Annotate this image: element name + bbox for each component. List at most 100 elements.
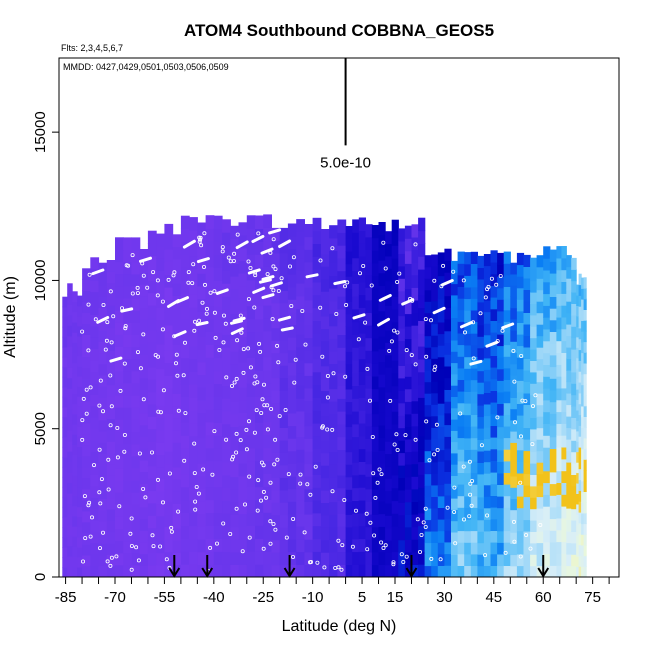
heatmap-cell [503,495,511,508]
heatmap-cell [523,519,531,532]
heatmap-cell [222,359,231,374]
heatmap-cell [82,510,91,523]
flight-sample-point [129,516,134,521]
flight-track-segment [258,278,272,284]
heatmap-cell [523,542,531,555]
heatmap-cell [510,464,518,477]
flight-sample-point [318,305,323,310]
flight-sample-point [483,295,488,300]
heatmap-cell [131,334,141,348]
heatmap-cell [312,474,322,488]
heatmap-cell [147,416,157,430]
heatmap-cell [378,475,386,489]
heatmap-cell [304,299,314,313]
heatmap-cell [444,401,452,414]
heatmap-cell [371,514,380,528]
heatmap-cell [378,348,386,363]
heatmap-cell [329,338,338,352]
flight-sample-point [246,346,251,351]
heatmap-cell [464,449,472,462]
heatmap-cell [287,425,297,439]
flight-sample-point [141,397,146,402]
flight-sample-point [403,433,408,438]
heatmap-cell [205,434,215,449]
flight-sample-point [220,245,225,250]
heatmap-cell [571,303,577,316]
heatmap-cell [147,379,157,393]
heatmap-cell [123,455,132,469]
heatmap-cell [523,415,531,428]
heatmap-cell [516,333,525,347]
heatmap-cell [398,390,406,404]
heatmap-cell [530,554,538,567]
heatmap-cell [378,336,386,350]
flight-sample-point [97,490,102,495]
heatmap-cell [437,275,445,288]
heatmap-cell [398,303,406,317]
heatmap-cell [337,564,347,577]
heatmap-cell [490,308,498,321]
heatmap-cell [230,263,240,277]
heatmap-cell [164,324,174,338]
heatmap-cell [337,372,347,387]
heatmap-cell [279,240,289,254]
heatmap-cell [444,295,452,308]
heatmap-cell [246,344,256,358]
flight-sample-point [367,398,372,403]
flight-sample-point [303,342,308,347]
heatmap-cell [197,247,207,262]
heatmap-cell [483,288,492,301]
heatmap-cell [497,264,505,277]
heatmap-cell [536,485,544,498]
heatmap-cell [164,513,174,528]
heatmap-layer [62,214,587,577]
heatmap-cell [352,283,360,297]
heatmap-cell [180,538,190,552]
heatmap-cell [164,488,174,502]
heatmap-cell [503,332,511,346]
flight-sample-point [254,408,259,413]
heatmap-cell [62,326,68,338]
heatmap-cell [566,393,572,406]
heatmap-cell [358,487,366,501]
heatmap-cell [238,285,248,299]
flight-sample-point [106,457,111,462]
heatmap-cell [98,543,108,556]
heatmap-cell [561,447,567,460]
heatmap-cell [451,452,459,465]
heatmap-cell [530,314,538,327]
heatmap-cell [255,409,264,423]
heatmap-cell [477,450,485,463]
flight-track-segment [232,316,246,323]
heatmap-cell [464,437,472,450]
flight-sample-point [370,434,375,439]
heatmap-cell [123,552,132,566]
heatmap-cell [180,318,190,333]
heatmap-cell [516,368,525,381]
heatmap-cell [189,397,198,411]
heatmap-cell [418,435,426,450]
heatmap-cell [571,257,577,270]
heatmap-cell [82,400,91,413]
flight-sample-point [221,521,226,526]
heatmap-cell [581,405,585,418]
heatmap-cell [398,527,406,541]
heatmap-cell [424,485,432,498]
heatmap-cell [516,542,525,555]
heatmap-cell [470,402,478,415]
heatmap-cell [82,543,91,556]
heatmap-cell [72,556,78,568]
heatmap-cell [451,543,459,555]
heatmap-cell [358,345,366,360]
heatmap-cell [391,283,399,297]
heatmap-cell [205,292,215,307]
flight-track-segment [109,356,123,363]
heatmap-cell [530,257,538,270]
heatmap-cell [561,246,567,259]
heatmap-cell [583,362,587,375]
heatmap-cell [82,312,91,324]
heatmap-cell [424,312,432,325]
heatmap-cell [139,471,149,484]
flight-sample-point [371,471,376,476]
heatmap-cell [385,465,393,479]
